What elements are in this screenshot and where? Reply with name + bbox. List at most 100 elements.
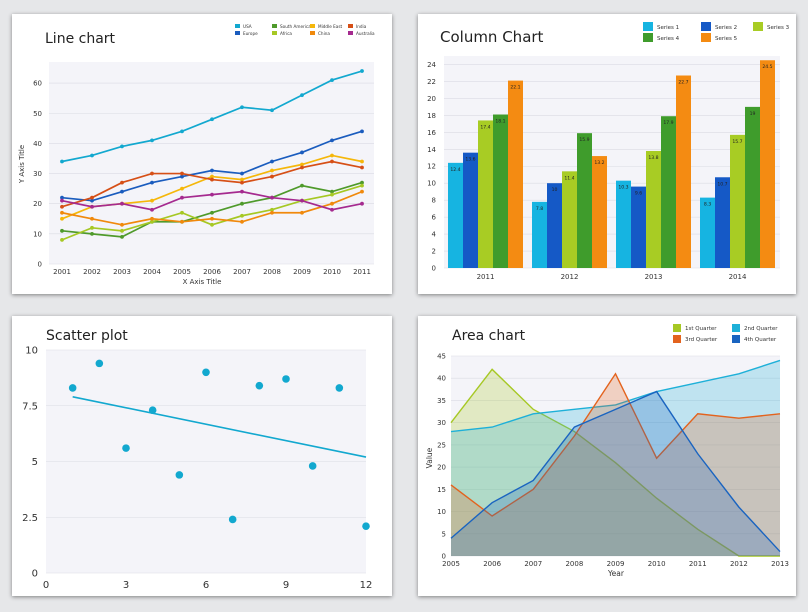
x-tick-label: 2004	[143, 268, 161, 276]
data-point	[270, 207, 274, 212]
legend-swatch	[348, 31, 353, 35]
data-label: 22.1	[510, 85, 520, 91]
data-point	[240, 219, 244, 224]
y-tick-label: 10	[437, 508, 446, 516]
bar	[631, 186, 646, 268]
legend-label: Series 5	[715, 36, 738, 42]
data-point	[90, 225, 94, 230]
data-point	[240, 189, 244, 194]
data-label: 22.7	[678, 80, 688, 86]
column-chart-panel: Column Chart 0 2 4 6 8 10 12 14 16 18 20 22 24 12.4 13…	[418, 14, 796, 294]
line-chart: Line chart X Axis Title Y Axis Title 0 10…	[18, 24, 375, 286]
x-tick-label: 2006	[483, 560, 501, 568]
data-label: 13.2	[594, 160, 604, 166]
bar	[661, 116, 676, 268]
data-label: 10.7	[717, 181, 727, 187]
legend-label: Series 2	[715, 25, 737, 31]
x-tick-label: 2007	[233, 268, 251, 276]
data-point	[210, 210, 214, 215]
legend-swatch	[643, 22, 653, 31]
legend-swatch	[732, 324, 740, 332]
bar	[745, 106, 760, 268]
data-label: 8.3	[704, 202, 711, 208]
x-tick-label: 2002	[83, 268, 101, 276]
data-point	[90, 195, 94, 200]
x-tick-label: 2003	[113, 268, 131, 276]
data-label: 18.1	[495, 119, 505, 125]
data-point	[240, 177, 244, 182]
data-point	[362, 522, 370, 530]
data-label: 10	[552, 187, 558, 193]
data-point	[300, 210, 304, 215]
data-point	[122, 444, 130, 452]
data-point	[270, 159, 274, 164]
data-label: 13.6	[465, 157, 475, 163]
y-tick-label: 16	[427, 129, 436, 137]
legend-label: USA	[243, 24, 252, 29]
bar	[676, 75, 691, 268]
y-tick-label: 10	[33, 230, 42, 238]
bar	[463, 152, 478, 268]
bar	[448, 162, 463, 268]
x-tick-label: 2009	[607, 560, 625, 568]
bar	[646, 150, 661, 268]
data-point	[90, 198, 94, 203]
legend-swatch	[753, 22, 763, 31]
bar	[508, 80, 523, 268]
data-point	[335, 384, 344, 392]
data-point	[90, 204, 94, 209]
x-tick-label: 2005	[442, 560, 460, 568]
y-tick-label: 14	[427, 146, 436, 154]
data-point	[210, 216, 214, 221]
legend-swatch	[272, 31, 277, 35]
y-tick-label: 30	[437, 419, 446, 427]
data-point	[300, 93, 304, 98]
legend-label: Middle East	[318, 24, 343, 29]
y-tick-label: 45	[437, 353, 446, 361]
legend-swatch	[673, 335, 681, 343]
x-tick-label: 0	[43, 580, 49, 591]
bar	[730, 134, 745, 268]
bar	[616, 180, 631, 268]
data-point	[120, 234, 124, 239]
y-tick-label: 2	[432, 248, 436, 256]
data-point	[180, 186, 184, 191]
x-tick-label: 2014	[729, 273, 747, 281]
data-point	[180, 129, 184, 134]
data-point	[150, 207, 154, 212]
data-point	[60, 210, 64, 215]
data-point	[148, 406, 157, 415]
data-point	[330, 207, 334, 212]
chart-title: Column Chart	[440, 28, 544, 46]
y-tick-label: 10	[25, 346, 38, 357]
x-tick-label: 2006	[203, 268, 221, 276]
legend-swatch	[732, 335, 740, 343]
data-point	[60, 216, 64, 221]
data-point	[330, 78, 334, 82]
legend-label: Europe	[243, 31, 258, 36]
legend-label: 1st Quarter	[685, 326, 717, 332]
data-point	[60, 204, 64, 209]
data-point	[150, 216, 154, 221]
y-tick-label: 0	[38, 261, 42, 269]
x-tick-label: 2011	[689, 560, 707, 568]
x-tick-label: 12	[360, 580, 373, 591]
data-point	[180, 174, 184, 179]
legend-swatch	[235, 31, 240, 35]
data-point	[120, 222, 124, 227]
data-label: 17.9	[663, 120, 673, 126]
data-label: 11.4	[564, 175, 574, 181]
x-tick-label: 2011	[477, 273, 495, 281]
x-tick-label: 6	[203, 580, 209, 591]
y-tick-label: 40	[33, 140, 42, 148]
x-tick-label: 2010	[648, 560, 666, 568]
data-point	[270, 174, 274, 179]
data-point	[330, 138, 334, 143]
data-label: 13.8	[648, 155, 658, 161]
y-tick-label: 50	[33, 110, 42, 118]
x-tick-label: 2001	[53, 268, 71, 276]
data-point	[330, 189, 334, 194]
series-area	[451, 360, 780, 556]
bar	[700, 197, 715, 268]
data-point	[240, 171, 244, 176]
